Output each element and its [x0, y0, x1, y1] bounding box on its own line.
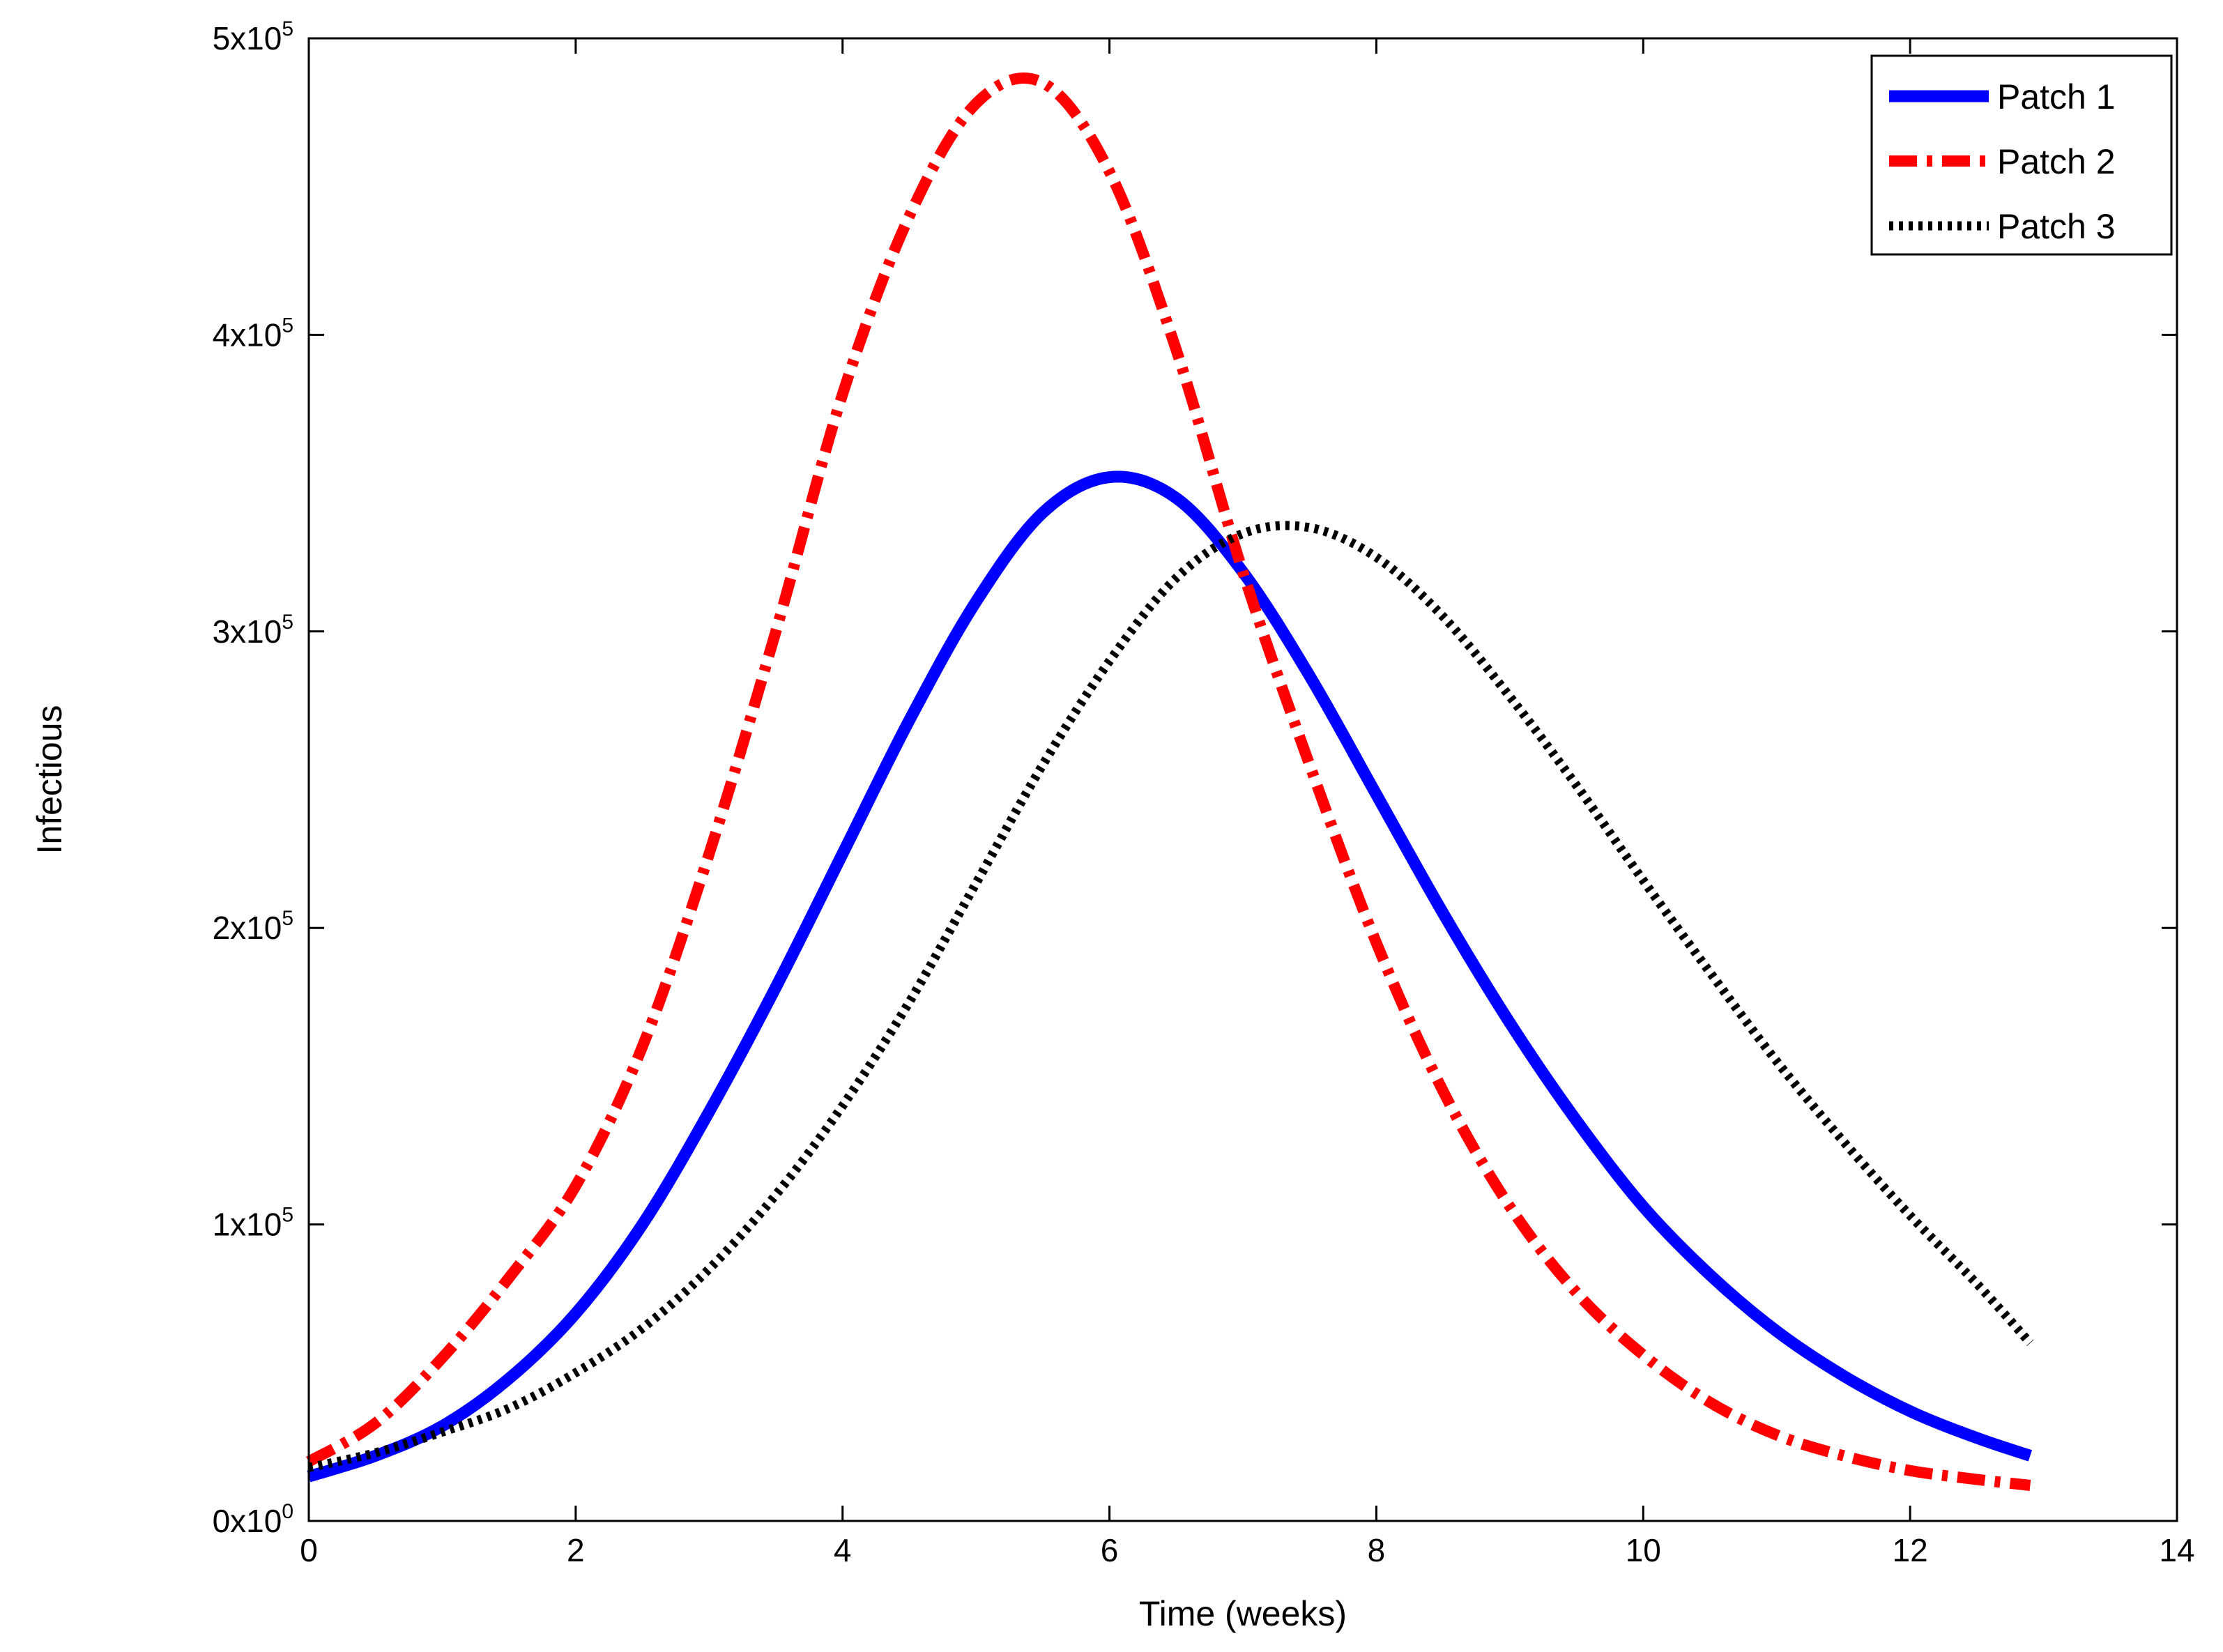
y-tick-label: 2x105	[213, 907, 293, 946]
x-axis-label: Time (weeks)	[1139, 1594, 1347, 1633]
series-layer	[306, 72, 2034, 1491]
series-line-patch-3	[307, 521, 2034, 1472]
legend-label-patch-1: Patch 1	[1997, 77, 2116, 116]
legend-label-patch-2: Patch 2	[1997, 142, 2116, 181]
y-tick-label: 4x105	[213, 314, 293, 353]
x-tick-label: 8	[1368, 1532, 1386, 1568]
y-tick-label: 3x105	[213, 611, 293, 650]
x-tick-label: 10	[1626, 1532, 1661, 1568]
plot-frame	[307, 37, 2178, 1522]
x-tick-label: 2	[567, 1532, 585, 1568]
series-line-patch-2	[306, 72, 2031, 1491]
tick-layer: 0 2 4 6 8 10 12 14 0x100 1x105 2x105 3x105 4x105 5x10…	[213, 17, 2195, 1568]
x-tick-label: 14	[2159, 1532, 2194, 1568]
y-tick-label: 0x100	[213, 1500, 293, 1539]
legend: Patch 1 Patch 2 Patch 3	[1870, 54, 2173, 256]
series-line-patch-1	[307, 471, 2033, 1483]
x-tick-label: 4	[834, 1532, 852, 1568]
x-tick-label: 12	[1893, 1532, 1928, 1568]
y-tick-label: 5x105	[213, 17, 293, 56]
legend-label-patch-3: Patch 3	[1997, 207, 2116, 246]
x-tick-label: 0	[300, 1532, 318, 1568]
x-tick-label: 6	[1101, 1532, 1119, 1568]
y-tick-label: 1x105	[213, 1204, 293, 1243]
y-axis-label: Infectious	[30, 705, 69, 854]
